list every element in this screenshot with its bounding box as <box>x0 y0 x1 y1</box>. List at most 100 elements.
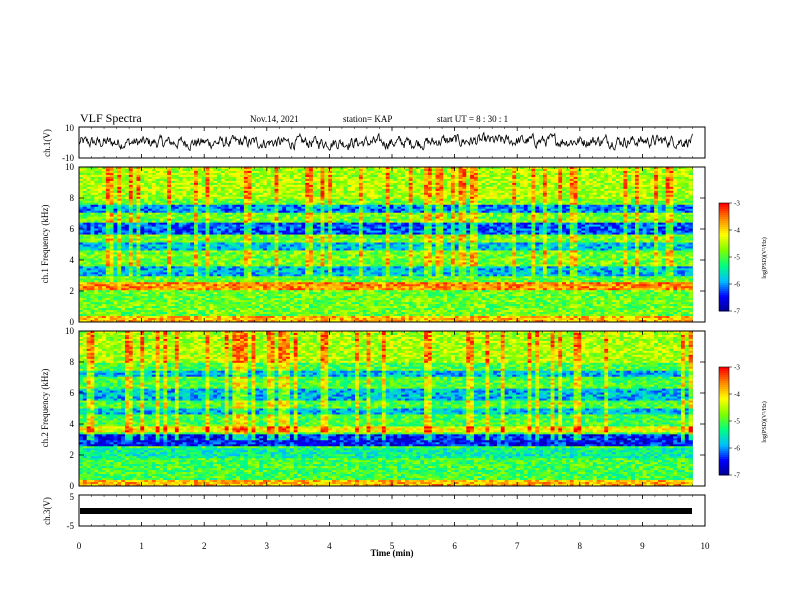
spectrogram-cell <box>83 173 87 175</box>
spectrogram-cell <box>508 181 512 183</box>
spectrogram-cell <box>666 177 670 179</box>
spectrogram-cell <box>114 175 118 177</box>
spectrogram-cell <box>179 173 183 175</box>
spectrogram-cell <box>144 187 148 189</box>
spectrogram-cell <box>351 185 355 187</box>
spectrogram-cell <box>344 175 348 177</box>
spectrogram-cell <box>459 177 463 179</box>
spectrogram-cell <box>627 181 631 183</box>
spectrogram-cell <box>340 185 344 187</box>
spectrogram-cell <box>225 181 229 183</box>
spectrogram-cell <box>367 179 371 181</box>
spectrogram-cell <box>152 187 156 189</box>
spectrogram-cell <box>367 177 371 179</box>
spectrogram-cell <box>282 173 286 175</box>
spectrogram-cell <box>213 173 217 175</box>
spectrogram-cell <box>570 183 574 185</box>
spectrogram-cell <box>478 179 482 181</box>
spectrogram-cell <box>474 181 478 183</box>
spectrogram-cell <box>539 177 543 179</box>
spectrogram-cell <box>79 173 83 175</box>
spectrogram-cell <box>597 185 601 187</box>
spectrogram-cell <box>420 175 424 177</box>
spectrogram-cell <box>355 181 359 183</box>
spectrogram-cell <box>171 171 175 173</box>
spectrogram-cell <box>643 175 647 177</box>
spectrogram-cell <box>654 185 658 187</box>
spectrogram-cell <box>232 169 236 171</box>
spectrogram-cell <box>125 171 129 173</box>
spectrogram-cell <box>420 171 424 173</box>
spectrogram-cell <box>593 171 597 173</box>
spectrogram-cell <box>229 181 233 183</box>
spectrogram-cell <box>528 175 532 177</box>
spectrogram-cell <box>263 179 267 181</box>
spectrogram-cell <box>160 173 164 175</box>
spectrogram-cell <box>163 171 167 173</box>
spectrogram-cell <box>524 179 528 181</box>
spectrogram-cell <box>535 169 539 171</box>
spectrogram-cell <box>194 177 198 179</box>
spectrogram-cell <box>344 173 348 175</box>
spectrogram-cell <box>190 175 194 177</box>
spectrogram-cell <box>543 185 547 187</box>
spectrogram-cell <box>198 181 202 183</box>
spectrogram-cell <box>83 179 87 181</box>
spectrogram-cell <box>240 177 244 179</box>
spectrogram-cell <box>94 179 98 181</box>
spectrogram-cell <box>600 175 604 177</box>
spectrogram-cell <box>643 183 647 185</box>
spectrogram-cell <box>374 175 378 177</box>
spectrogram-cell <box>547 177 551 179</box>
spectrogram-cell <box>524 185 528 187</box>
spectrogram-cell <box>689 173 693 175</box>
spectrogram-cell <box>462 183 466 185</box>
spectrogram-cell <box>489 185 493 187</box>
spectrogram-cell <box>117 177 121 179</box>
spectrogram-cell <box>685 179 689 181</box>
spectrogram-cell <box>600 171 604 173</box>
spectrogram-cell <box>612 175 616 177</box>
spectrogram-cell <box>179 175 183 177</box>
spectrogram-cell <box>374 183 378 185</box>
spectrogram-cell <box>654 181 658 183</box>
spectrogram-cell <box>620 181 624 183</box>
spectrogram-cell <box>455 181 459 183</box>
spectrogram-cell <box>662 179 666 181</box>
spectrogram-cell <box>198 169 202 171</box>
spectrogram-cell <box>278 179 282 181</box>
spectrogram-cell <box>451 185 455 187</box>
spectrogram-cell <box>94 185 98 187</box>
spectrogram-cell <box>324 177 328 179</box>
spectrogram-cell <box>620 169 624 171</box>
spectrogram-cell <box>351 181 355 183</box>
spectrogram-cell <box>175 183 179 185</box>
spectrogram-cell <box>363 179 367 181</box>
spectrogram-cell <box>681 181 685 183</box>
spectrogram-cell <box>643 185 647 187</box>
spectrogram-cell <box>370 171 374 173</box>
spectrogram-cell <box>206 177 210 179</box>
spectrogram-cell <box>240 181 244 183</box>
spectrogram-cell <box>236 181 240 183</box>
spectrogram-cell <box>206 185 210 187</box>
spectrogram-cell <box>673 179 677 181</box>
spectrogram-cell <box>351 183 355 185</box>
spectrogram-cell <box>248 177 252 179</box>
spectrogram-cell <box>359 173 363 175</box>
spectrogram-cell <box>585 185 589 187</box>
spectrogram-cell <box>547 185 551 187</box>
spectrogram-cell <box>547 171 551 173</box>
spectrogram-cell <box>367 183 371 185</box>
spectrogram-cell <box>608 183 612 185</box>
spectrogram-cell <box>347 177 351 179</box>
spectrogram-cell <box>106 169 110 171</box>
spectrogram-cell <box>551 179 555 181</box>
spectrogram-cell <box>643 173 647 175</box>
spectrogram-cell <box>520 171 524 173</box>
spectrogram-cell <box>282 177 286 179</box>
spectrogram-cell <box>271 181 275 183</box>
spectrogram-cell <box>489 183 493 185</box>
spectrogram-cell <box>489 179 493 181</box>
spectrogram-cell <box>248 185 252 187</box>
